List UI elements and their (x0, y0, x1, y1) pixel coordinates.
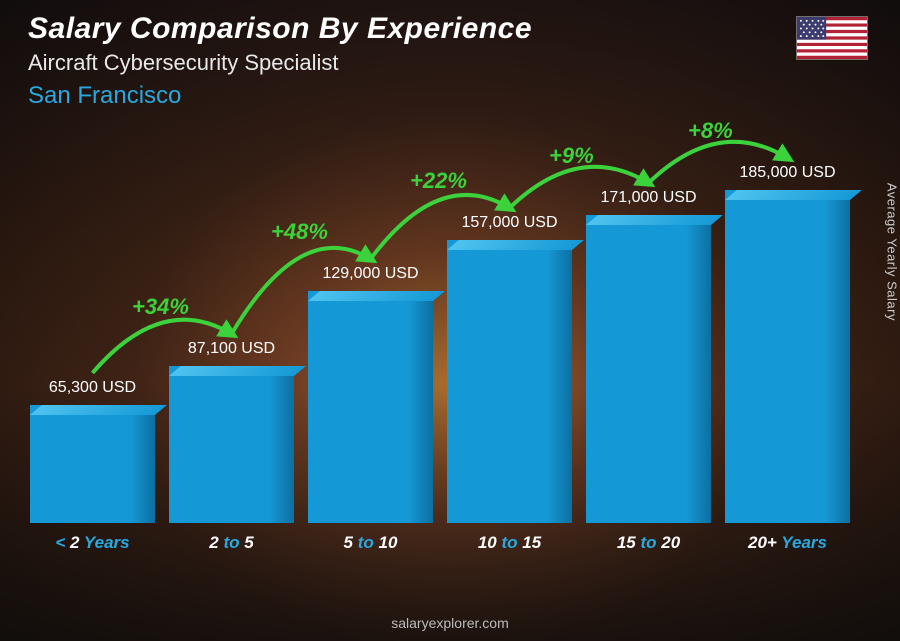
bar (169, 366, 294, 523)
bar-top-face (586, 215, 723, 225)
bar-x-label: < 2 Years (55, 533, 129, 553)
bar-value-label: 87,100 USD (188, 340, 275, 358)
bar-top-face (169, 366, 306, 376)
bar-front-face (586, 215, 711, 523)
bar (725, 190, 850, 523)
increase-label: +22% (410, 168, 467, 194)
bar-x-label: 20+ Years (748, 533, 827, 553)
bar-x-label: 10 to 15 (478, 533, 541, 553)
chart-location: San Francisco (28, 82, 872, 110)
bar-value-label: 171,000 USD (600, 189, 696, 207)
bar-top-face (308, 291, 445, 301)
bar-x-label: 2 to 5 (209, 533, 253, 553)
increase-label: +9% (549, 143, 594, 169)
bar-value-label: 185,000 USD (739, 164, 835, 182)
bar-front-face (447, 240, 572, 523)
bar-group: 65,300 USD < 2 Years (30, 379, 155, 553)
usa-flag-icon (796, 16, 868, 60)
bar-top-face (725, 190, 862, 200)
increase-label: +8% (688, 118, 733, 144)
bar (308, 291, 433, 523)
bar-value-label: 65,300 USD (49, 379, 136, 397)
bar-front-face (30, 405, 155, 523)
footer-credit: salaryexplorer.com (0, 615, 900, 631)
bar (30, 405, 155, 523)
bar-x-label: 15 to 20 (617, 533, 680, 553)
bar-value-label: 129,000 USD (322, 265, 418, 283)
bar (447, 240, 572, 523)
bar-front-face (725, 190, 850, 523)
bar-top-face (447, 240, 584, 250)
header: Salary Comparison By Experience Aircraft… (28, 12, 872, 110)
bar-group: 87,100 USD 2 to 5 (169, 340, 294, 553)
bar-x-label: 5 to 10 (344, 533, 398, 553)
y-axis-label: Average Yearly Salary (885, 182, 900, 320)
bar-front-face (169, 366, 294, 523)
bar-top-face (30, 405, 167, 415)
bar-group: 171,000 USD 15 to 20 (586, 189, 711, 553)
chart-area: 65,300 USD < 2 Years 87,100 USD 2 to 5 129,0… (30, 130, 850, 581)
bar-group: 157,000 USD 10 to 15 (447, 214, 572, 553)
bar (586, 215, 711, 523)
increase-label: +34% (132, 294, 189, 320)
bar-group: 185,000 USD 20+ Years (725, 164, 850, 553)
bar-front-face (308, 291, 433, 523)
bar-container: 65,300 USD < 2 Years 87,100 USD 2 to 5 129,0… (30, 153, 850, 553)
chart-subtitle: Aircraft Cybersecurity Specialist (28, 50, 872, 76)
bar-group: 129,000 USD 5 to 10 (308, 265, 433, 553)
bar-value-label: 157,000 USD (461, 214, 557, 232)
increase-label: +48% (271, 219, 328, 245)
chart-title: Salary Comparison By Experience (28, 12, 872, 46)
